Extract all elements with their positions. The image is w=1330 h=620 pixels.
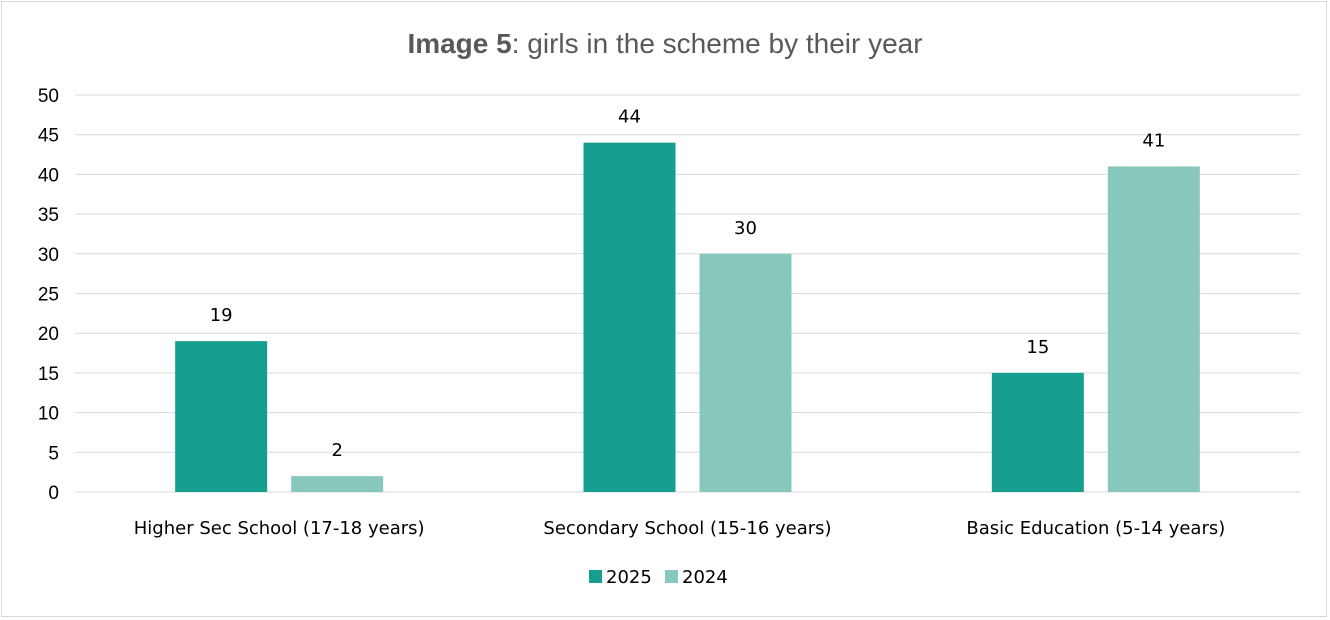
bar-2024 [1107, 166, 1200, 492]
legend-swatch-2025 [589, 570, 602, 583]
legend-label-2024: 2024 [682, 567, 728, 588]
x-category-label: Basic Education (5-14 years) [966, 518, 1225, 539]
y-tick-label: 30 [38, 245, 59, 266]
y-tick-label: 0 [48, 483, 59, 504]
legend-swatch-2024 [665, 570, 678, 583]
data-label: 30 [734, 218, 757, 239]
y-axis: 0 5 10 15 20 25 30 35 40 45 50 [38, 86, 59, 504]
y-tick-label: 15 [38, 364, 59, 385]
bar-2024 [291, 476, 384, 492]
y-tick-label: 35 [38, 205, 59, 226]
x-category-label: Higher Sec School (17-18 years) [134, 518, 425, 539]
bar-2025 [991, 372, 1084, 492]
y-tick-label: 40 [38, 165, 59, 186]
y-tick-label: 50 [38, 86, 59, 107]
x-axis: Higher Sec School (17-18 years) Secondary… [134, 518, 1225, 539]
y-tick-label: 10 [38, 404, 59, 425]
data-label: 2 [331, 440, 342, 461]
data-label: 44 [618, 107, 641, 128]
data-label: 19 [210, 305, 233, 326]
y-tick-label: 45 [38, 126, 59, 147]
gridlines [75, 94, 1300, 493]
legend-label-2025: 2025 [606, 567, 652, 588]
y-tick-label: 5 [48, 443, 59, 464]
data-label: 41 [1142, 130, 1165, 151]
y-tick-label: 25 [38, 285, 59, 306]
data-label: 15 [1026, 337, 1049, 358]
chart-title-rest: : girls in the scheme by their year [511, 28, 923, 59]
bar-2024 [699, 253, 792, 492]
y-tick-label: 20 [38, 324, 59, 345]
x-category-label: Secondary School (15-16 years) [543, 518, 831, 539]
chart-title: Image 5: girls in the scheme by their ye… [0, 28, 1330, 60]
legend: 2025 2024 [589, 567, 728, 588]
chart-title-bold: Image 5 [407, 28, 512, 59]
bar-2025 [583, 142, 676, 492]
bars: 19 2 44 30 15 41 [175, 107, 1200, 492]
bar-2025 [175, 341, 268, 492]
